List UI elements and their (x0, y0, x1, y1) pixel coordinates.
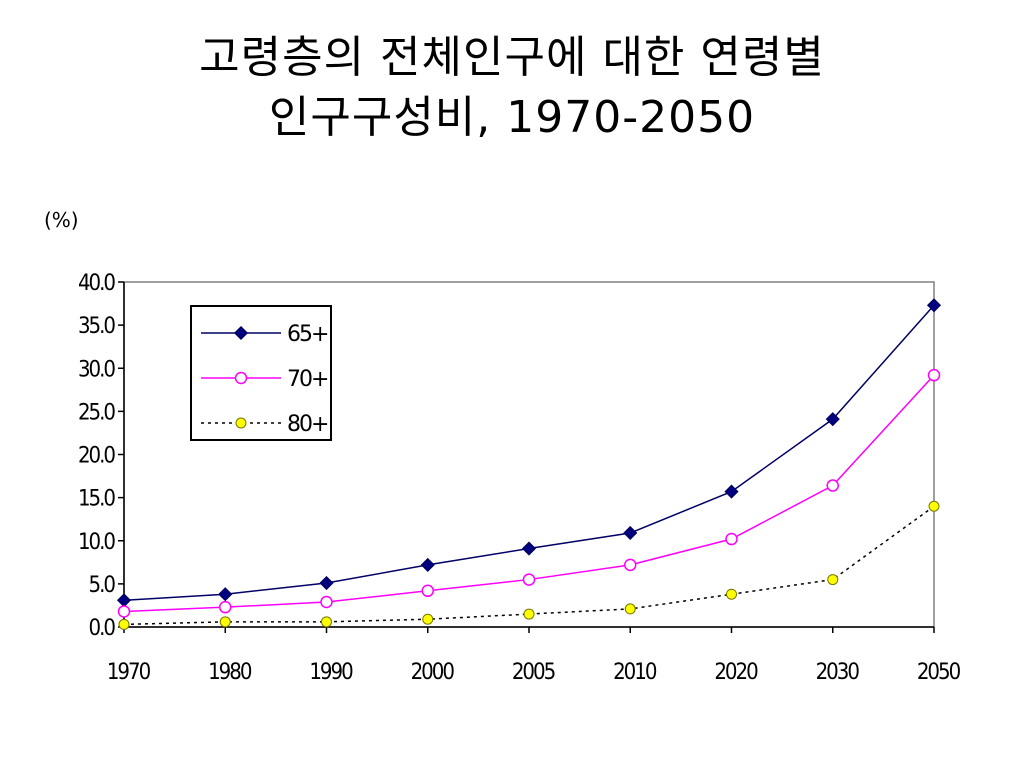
data-point (624, 558, 637, 572)
legend: 65+ 70+ 80+ (190, 305, 332, 441)
data-point (826, 479, 839, 492)
data-point (421, 584, 434, 598)
x-tick-label: 2050 (917, 660, 961, 685)
data-point (117, 605, 131, 618)
legend-swatch-marker (235, 417, 247, 429)
y-axis: 0.0 5.0 10.0 15.0 20.0 25.0 30.0 35.0 40.0 (78, 271, 125, 641)
legend-swatch-marker (234, 371, 248, 385)
y-tick-label: 0.0 (89, 616, 116, 641)
data-point (422, 613, 434, 625)
series-70+ (117, 368, 941, 618)
data-point (724, 484, 739, 499)
x-tick-label: 2005 (512, 660, 555, 685)
data-point (219, 600, 232, 614)
x-tick-label: 2010 (613, 660, 657, 685)
data-point (219, 616, 231, 628)
y-tick-label: 30.0 (78, 357, 115, 382)
title-line-1: 고령층의 전체인구에 대한 연령별 (199, 32, 825, 83)
data-point (116, 593, 132, 608)
data-point (825, 412, 840, 427)
data-point (420, 557, 435, 572)
x-tick-label: 2020 (714, 660, 758, 685)
title-line-2: 인구구성비, 1970-2050 (268, 92, 756, 143)
data-point (927, 368, 941, 382)
legend-label: 70+ (287, 367, 328, 392)
y-unit-label: (%) (44, 208, 79, 232)
series-80+ (118, 500, 940, 630)
data-point (521, 541, 537, 556)
y-tick-label: 25.0 (78, 400, 115, 425)
series-layer (116, 298, 942, 630)
data-point (320, 595, 333, 609)
data-point (118, 618, 130, 630)
data-point (218, 587, 233, 602)
series-line (123, 505, 935, 626)
y-tick-label: 40.0 (78, 271, 115, 296)
x-tick-label: 2030 (816, 660, 860, 685)
data-point (624, 603, 636, 615)
data-point (522, 573, 536, 586)
y-tick-label: 5.0 (89, 573, 116, 598)
x-tick-label: 2000 (411, 660, 455, 685)
data-point (319, 575, 334, 591)
y-tick-label: 20.0 (78, 444, 115, 469)
data-point (726, 588, 737, 600)
x-tick-label: 1990 (309, 660, 353, 685)
legend-box (190, 305, 332, 441)
legend-swatch-marker (233, 325, 249, 341)
legend-label: 80+ (287, 412, 328, 437)
data-point (725, 532, 738, 546)
data-point (523, 608, 535, 620)
data-point (321, 616, 332, 628)
data-point (827, 574, 839, 586)
slide-title: 고령층의 전체인구에 대한 연령별 인구구성비, 1970-2050 (0, 28, 1024, 148)
data-point (928, 500, 940, 512)
x-tick-label: 1980 (208, 660, 252, 685)
x-axis: 1970 1980 1990 2000 2005 2010 2020 2030 2050 (107, 626, 963, 685)
legend-label: 65+ (287, 322, 328, 347)
y-tick-label: 10.0 (78, 530, 115, 555)
data-point (926, 298, 942, 313)
data-point (623, 525, 638, 541)
y-tick-label: 15.0 (78, 487, 115, 512)
x-tick-label: 1970 (107, 660, 151, 685)
y-tick-label: 35.0 (78, 314, 115, 339)
